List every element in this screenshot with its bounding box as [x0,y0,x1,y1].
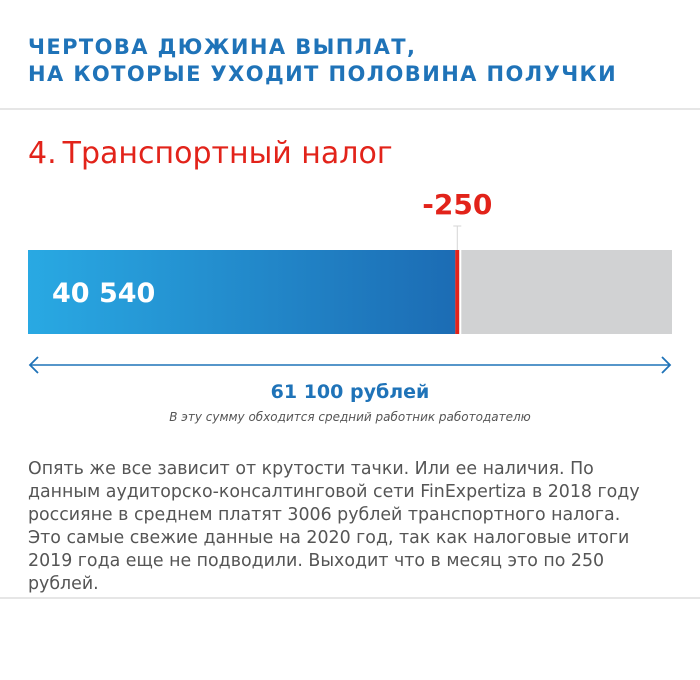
page-header: ЧЕРТОВА ДЮЖИНА ВЫПЛАТ, НА КОТОРЫЕ УХОДИТ… [28,34,678,88]
bar-tax-gap [459,250,462,334]
total-arrow-right-head [661,356,672,374]
section-title: 4. Транспортный налог [28,136,393,172]
bar-chart: -250 40 540 61 100 рублей В эту сумму обход… [0,180,700,450]
bottom-divider [0,597,700,599]
total-caption: В эту сумму обходится средний работник р… [169,410,531,424]
total-arrow-left-head [28,356,39,374]
section-number: 4. [28,136,57,171]
section-title-text: Транспортный налог [62,136,393,171]
chart-svg: -250 40 540 61 100 рублей В эту сумму обход… [28,188,672,424]
total-value-label: 61 100 рублей [271,381,430,403]
top-divider [0,108,700,110]
bar-salary-segment [28,250,456,334]
body-paragraph: Опять же все зависит от крутости тачки. … [28,459,640,594]
header-line-1: ЧЕРТОВА ДЮЖИНА ВЫПЛАТ, [28,35,417,59]
tax-value-label: -250 [422,188,492,221]
header-line-2: НА КОТОРЫЕ УХОДИТ ПОЛОВИНА ПОЛУЧКИ [28,62,618,86]
bar-tax-segment [455,250,460,334]
salary-value-label: 40 540 [52,278,155,309]
